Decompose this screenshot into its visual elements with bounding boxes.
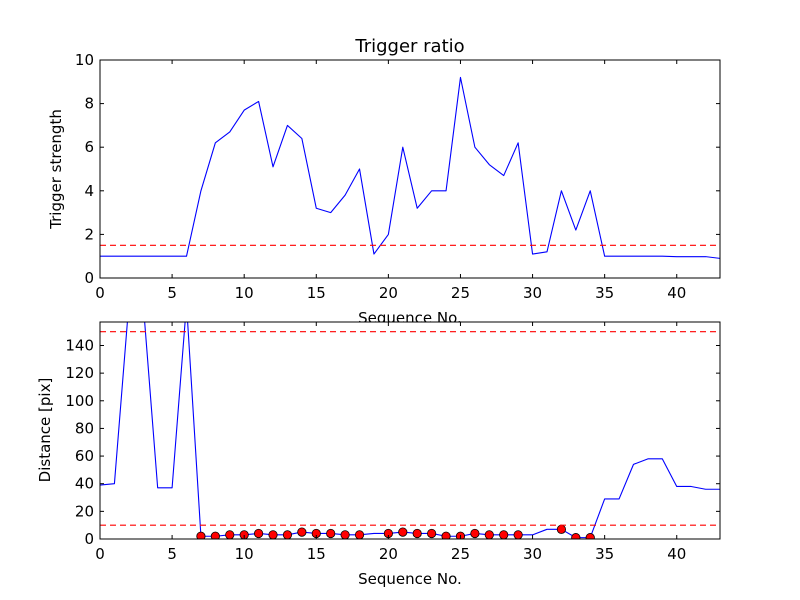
series-line <box>100 76 720 259</box>
data-point <box>340 530 350 539</box>
y-axis-label: Distance [pix] <box>36 378 54 483</box>
x-tick-label: 40 <box>667 545 686 563</box>
data-point <box>282 530 293 539</box>
y-tick-label: 2 <box>84 225 94 243</box>
y-tick-label: 100 <box>65 392 94 410</box>
y-tick-label: 140 <box>65 336 94 354</box>
x-tick-label: 30 <box>523 545 542 563</box>
x-tick-label: 0 <box>95 545 105 563</box>
data-point <box>239 530 249 539</box>
axis-ticks: 0 5 10 15 20 25 30 35 40 0 2 4 6 8 10 <box>75 51 720 302</box>
x-tick-label: 15 <box>307 284 326 302</box>
x-tick-label: 25 <box>451 545 470 563</box>
y-tick-label: 10 <box>75 51 94 69</box>
data-point <box>196 531 206 539</box>
x-tick-label: 40 <box>667 284 686 302</box>
plot-background <box>100 60 720 278</box>
x-axis-label: Sequence No. <box>358 570 462 588</box>
x-tick-label: 0 <box>95 284 105 302</box>
data-point <box>470 528 480 539</box>
y-tick-label: 4 <box>84 182 94 200</box>
plot-data-layer <box>100 76 720 259</box>
x-tick-label: 35 <box>595 545 614 563</box>
data-point <box>585 533 595 539</box>
data-point <box>254 528 264 539</box>
data-point <box>441 531 451 539</box>
data-point <box>297 527 307 537</box>
plot-frame <box>99 59 721 279</box>
x-tick-label: 5 <box>167 545 177 563</box>
distance-plot: 0 5 10 15 20 25 30 35 40 0 20 40 60 80 100 120 140 Seque… <box>36 321 721 588</box>
data-point <box>326 528 336 539</box>
y-tick-label: 60 <box>75 447 94 465</box>
x-tick-label: 35 <box>595 284 614 302</box>
x-tick-label: 30 <box>523 284 542 302</box>
data-point <box>571 533 581 539</box>
axis-ticks: 0 5 10 15 20 25 30 35 40 0 20 40 60 80 100 120 140 <box>65 322 720 563</box>
data-point <box>210 531 220 539</box>
x-tick-label: 20 <box>379 545 398 563</box>
chart-title: Trigger ratio <box>354 36 464 57</box>
y-tick-label: 120 <box>65 364 94 382</box>
y-tick-label: 20 <box>75 502 94 520</box>
plot-frame <box>99 321 721 540</box>
data-point <box>268 530 278 539</box>
x-tick-label: 25 <box>451 284 470 302</box>
x-tick-label: 10 <box>235 545 254 563</box>
y-axis-label: Trigger strength <box>47 109 65 230</box>
data-point <box>398 527 408 537</box>
data-point <box>484 530 494 539</box>
y-tick-label: 0 <box>84 530 94 548</box>
y-tick-label: 0 <box>84 269 94 287</box>
plot-background <box>100 322 720 539</box>
data-point <box>556 524 566 534</box>
y-tick-label: 80 <box>75 419 94 437</box>
y-tick-label: 40 <box>75 475 94 493</box>
x-tick-label: 10 <box>235 284 254 302</box>
y-tick-label: 6 <box>84 138 94 156</box>
data-point <box>412 528 422 539</box>
y-tick-label: 8 <box>84 95 94 113</box>
plot-data-layer <box>100 322 720 539</box>
data-point <box>427 528 437 539</box>
data-point <box>225 530 235 539</box>
x-tick-label: 20 <box>379 284 398 302</box>
data-point <box>354 530 365 539</box>
x-tick-label: 5 <box>167 284 177 302</box>
data-point <box>513 530 523 539</box>
x-tick-label: 15 <box>307 545 326 563</box>
data-point <box>499 530 509 539</box>
